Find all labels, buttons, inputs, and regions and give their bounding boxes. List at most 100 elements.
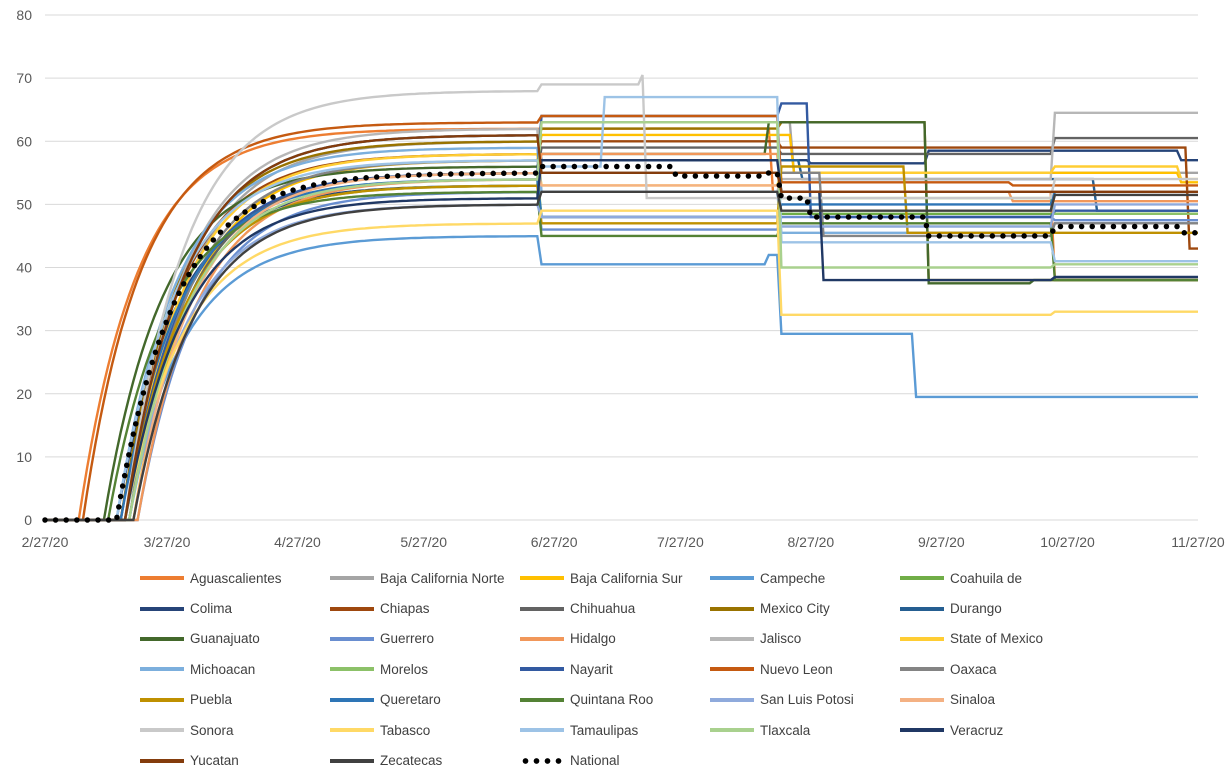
legend-item: Veracruz [900,715,1090,745]
legend-label: Sinaloa [950,692,996,708]
legend-item: Zecatecas [330,745,520,775]
legend-item: Baja California Sur [520,563,710,593]
legend-label: Morelos [380,661,429,677]
legend-swatch [140,576,184,581]
legend-label: Colima [190,601,233,617]
legend-label: Chiapas [380,601,430,617]
legend-label: Nuevo Leon [760,661,833,677]
y-tick-label: 20 [16,386,32,402]
legend-swatch [710,728,754,733]
legend-swatch [330,728,374,733]
legend-swatch [520,667,564,672]
series-line-quintana-roo [45,190,1198,522]
series-line-san-luis-potosi [45,203,1198,522]
legend-swatch [330,667,374,672]
legend-swatch [330,606,374,611]
x-tick-label: 11/27/20 [1171,534,1225,550]
series-line-mexico-city [45,121,1198,522]
legend-label: Puebla [190,692,233,708]
series-line-durango [45,134,1198,522]
legend-item: Hidalgo [520,624,710,654]
y-tick-label: 70 [16,70,32,86]
legend-swatch [520,636,564,641]
legend-item: Puebla [140,685,330,715]
y-tick-label: 60 [16,133,32,149]
series-line-puebla [45,165,1198,522]
legend-item: Morelos [330,654,520,684]
legend-item: Guanajuato [140,624,330,654]
legend-item: Yucatan [140,745,330,775]
legend-swatch [710,606,754,611]
series-line-guanajuato [45,121,1198,522]
series-line-yucatan [45,134,1198,522]
legend-swatch [330,697,374,702]
legend-item: Oaxaca [900,654,1090,684]
legend-swatch [140,667,184,672]
x-tick-label: 9/27/20 [918,534,965,550]
x-tick-label: 4/27/20 [274,534,321,550]
y-tick-label: 80 [16,7,32,23]
legend-item: Nayarit [520,654,710,684]
legend-label: Nayarit [570,661,613,677]
legend-label: Tlaxcala [760,722,811,738]
legend-swatch [520,606,564,611]
series-line-morelos [45,121,1198,522]
y-tick-label: 40 [16,260,32,276]
legend-swatch [900,636,944,641]
legend-item: Nuevo Leon [710,654,900,684]
legend-label: Hidalgo [570,631,616,647]
legend-label: Tamaulipas [570,722,639,738]
legend-swatch [330,636,374,641]
x-tick-label: 6/27/20 [531,534,578,550]
legend-label: Campeche [760,570,826,586]
legend-label: Baja California Sur [570,570,683,586]
legend-swatch [140,728,184,733]
y-tick-label: 0 [24,512,32,528]
series-line-sonora [45,74,1198,522]
legend-label: Yucatan [190,753,239,769]
legend-swatch [710,697,754,702]
legend-swatch [900,697,944,702]
series-line-colima [45,149,1198,522]
x-tick-label: 3/27/20 [144,534,191,550]
legend-label: Queretaro [380,692,441,708]
legend-label: National [570,753,620,769]
legend-item: Colima [140,593,330,623]
legend-item: National [520,745,710,775]
legend-label: Guerrero [380,631,435,647]
legend-swatch [520,697,564,702]
series-line-tabasco [45,209,1198,522]
legend-label: Durango [950,601,1002,617]
legend-label: Coahuila de [950,570,1023,586]
legend-swatch [900,667,944,672]
series-line-chihuahua [45,136,1198,522]
legend-item: Campeche [710,563,900,593]
legend-label: State of Mexico [950,631,1044,647]
legend-item: State of Mexico [900,624,1090,654]
legend-label: Mexico City [760,601,830,617]
x-tick-label: 5/27/20 [400,534,447,550]
series-line-aguascalientes [45,127,1198,522]
y-tick-label: 30 [16,323,32,339]
legend-swatch [140,636,184,641]
legend-label: Oaxaca [950,661,997,677]
series-line-national [42,163,1201,523]
x-tick-label: 7/27/20 [657,534,704,550]
legend-item: Michoacan [140,654,330,684]
legend-item: Tabasco [330,715,520,745]
y-tick-label: 10 [16,449,32,465]
legend-label: Aguascalientes [190,570,282,586]
legend-item: Chihuahua [520,593,710,623]
legend: Aguascalientes Baja California Norte Baja … [140,563,1220,776]
legend-item: Aguascalientes [140,563,330,593]
legend-item: Coahuila de [900,563,1090,593]
legend-item: Sinaloa [900,685,1090,715]
legend-swatch [140,606,184,611]
legend-item: Durango [900,593,1090,623]
series-line-tlaxcala [45,121,1198,522]
legend-swatch [710,667,754,672]
legend-swatch [710,636,754,641]
series-line-campeche [45,234,1198,522]
series-line-veracruz [45,158,1198,522]
legend-item: Sonora [140,715,330,745]
